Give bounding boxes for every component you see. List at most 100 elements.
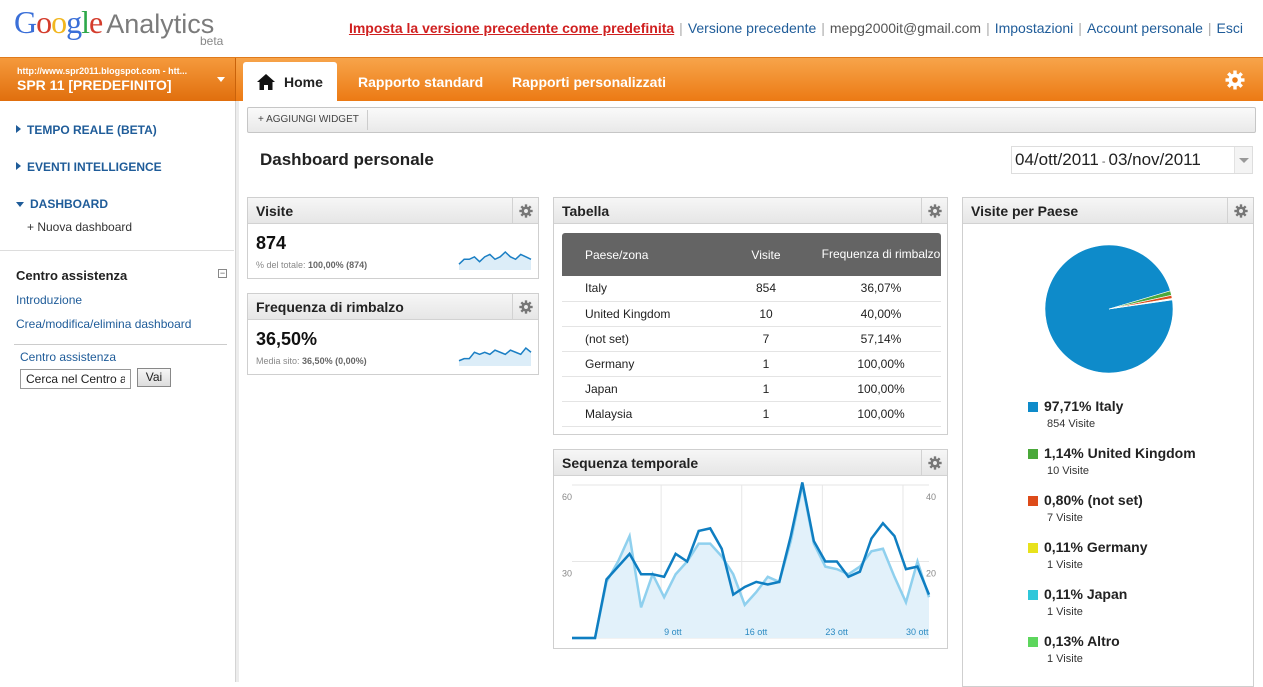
country-cell[interactable]: Malaysia	[562, 401, 711, 427]
country-cell[interactable]: Italy	[562, 276, 711, 302]
sidebar-item-dashboard[interactable]: DASHBOARD	[16, 197, 108, 211]
table-row[interactable]: Malaysia 1 100,00%	[562, 401, 941, 427]
country-pie-chart	[1044, 244, 1174, 374]
date-to: 03/nov/2011	[1108, 150, 1201, 169]
legend-swatch	[1028, 637, 1038, 647]
sidebar-item-label: TEMPO REALE (BETA)	[27, 123, 157, 137]
legend-label: 97,71% Italy	[1044, 398, 1124, 414]
table-header-row: Paese/zona Visite Frequenza di rimbalzo	[562, 233, 941, 276]
sign-out-link[interactable]: Esci	[1216, 20, 1243, 36]
visits-cell: 1	[711, 401, 821, 427]
tab-home[interactable]: Home	[243, 62, 337, 102]
set-old-version-default-link[interactable]: Imposta la versione precedente come pred…	[348, 20, 675, 36]
table-row[interactable]: United Kingdom 10 40,00%	[562, 301, 941, 327]
timeline-chart: 30 60 20 40 9 ott 16 ott 23 ott 30 ott	[554, 477, 947, 648]
sparkline-line	[458, 250, 532, 265]
sidebar-item-realtime[interactable]: TEMPO REALE (BETA)	[16, 123, 157, 137]
profile-selector[interactable]: http://www.spr2011.blogspot.com - htt...…	[0, 58, 236, 102]
table-row[interactable]: Japan 1 100,00%	[562, 376, 941, 402]
bounce-cell: 57,14%	[821, 326, 941, 352]
bounce-cell: 40,00%	[821, 301, 941, 327]
widget-title: Tabella	[562, 203, 610, 219]
legend-swatch	[1028, 590, 1038, 600]
tab-home-label: Home	[284, 74, 323, 90]
chevron-down-icon	[217, 77, 225, 82]
add-widget-button[interactable]: + AGGIUNGI WIDGET	[250, 110, 368, 130]
help-link-intro[interactable]: Introduzione	[16, 293, 83, 307]
widget-title: Visite per Paese	[971, 203, 1079, 219]
metric-sub-label: % del totale:	[256, 260, 306, 270]
legend-label: 1,14% United Kingdom	[1044, 445, 1196, 461]
widget-gear-icon[interactable]	[512, 198, 538, 224]
country-cell[interactable]: Germany	[562, 351, 711, 377]
profile-name: SPR 11 [PREDEFINITO]	[17, 77, 172, 93]
metric-sub-label: Media sito:	[256, 356, 300, 366]
sidebar-item-label: DASHBOARD	[30, 197, 108, 211]
collapse-icon[interactable]: −	[218, 268, 227, 278]
widget-gear-icon[interactable]	[1227, 198, 1253, 224]
column-header[interactable]: Paese/zona	[562, 233, 711, 276]
bounce-cell: 100,00%	[821, 351, 941, 377]
triangle-down-icon	[16, 202, 24, 207]
series-line-light	[572, 484, 931, 640]
widget-gear-icon[interactable]	[921, 450, 947, 476]
bounce-cell: 100,00%	[821, 401, 941, 427]
visits-cell: 854	[711, 276, 821, 302]
sidebar-item-label: EVENTI INTELLIGENCE	[27, 160, 162, 174]
series-line-dark	[572, 482, 931, 640]
legend-label: 0,11% Japan	[1044, 586, 1128, 602]
new-dashboard-link[interactable]: + Nuova dashboard	[27, 220, 133, 234]
widget-gear-icon[interactable]	[921, 198, 947, 224]
table-row[interactable]: (not set) 7 57,14%	[562, 326, 941, 352]
date-range-picker[interactable]: 04/ott/2011-03/nov/2011	[1011, 146, 1253, 174]
y-tick-label-right: 20	[926, 569, 936, 579]
country-table: Paese/zona Visite Frequenza di rimbalzo …	[562, 233, 941, 427]
column-header[interactable]: Frequenza di rimbalzo	[821, 233, 941, 276]
sidebar: TEMPO REALE (BETA) EVENTI INTELLIGENCE D…	[0, 101, 239, 682]
y-tick-label: 30	[562, 569, 572, 579]
widget-toolbar: + AGGIUNGI WIDGET	[247, 107, 1256, 133]
column-header[interactable]: Visite	[711, 233, 821, 276]
legend-sub: 854 Visite	[1047, 418, 1096, 430]
country-cell[interactable]: Japan	[562, 376, 711, 402]
legend-sub: 10 Visite	[1047, 465, 1089, 477]
legend-sub: 1 Visite	[1047, 653, 1083, 665]
bounce-widget: Frequenza di rimbalzo 36,50% Media sito:…	[247, 293, 539, 375]
help-search-input[interactable]	[20, 369, 131, 389]
tab-custom-reports[interactable]: Rapporti personalizzati	[512, 74, 667, 90]
widget-title: Visite	[256, 203, 294, 219]
visits-widget: Visite 874 % del totale: 100,00% (874)	[247, 197, 539, 279]
my-account-link[interactable]: Account personale	[1086, 20, 1203, 36]
country-cell[interactable]: United Kingdom	[562, 301, 711, 327]
table-row[interactable]: Germany 1 100,00%	[562, 351, 941, 377]
google-analytics-logo[interactable]: Google Analytics beta	[14, 4, 223, 48]
legend-sub: 1 Visite	[1047, 606, 1083, 618]
widget-title: Frequenza di rimbalzo	[256, 299, 404, 315]
table-row[interactable]: Italy 854 36,07%	[562, 276, 941, 302]
page-title: Dashboard personale	[260, 150, 434, 169]
help-link-edit-dashboard[interactable]: Crea/modifica/elimina dashboard	[16, 317, 192, 331]
settings-link[interactable]: Impostazioni	[994, 20, 1074, 36]
triangle-right-icon	[16, 162, 21, 170]
gear-icon[interactable]	[1225, 70, 1245, 90]
metric-subtext: Media sito: 36,50% (0,00%)	[256, 356, 367, 366]
sidebar-item-intelligence[interactable]: EVENTI INTELLIGENCE	[16, 160, 162, 174]
help-center-link[interactable]: Centro assistenza	[20, 350, 117, 364]
visits-cell: 10	[711, 301, 821, 327]
table-widget: Tabella Paese/zona Visite Frequenza di r…	[553, 197, 948, 435]
country-cell[interactable]: (not set)	[562, 326, 711, 352]
bounce-sparkline	[458, 346, 532, 366]
chevron-down-icon[interactable]	[1234, 147, 1252, 173]
logo-beta: beta	[200, 34, 224, 48]
metric-sub-value: 100,00% (874)	[308, 260, 368, 270]
widget-gear-icon[interactable]	[512, 294, 538, 320]
help-search-button[interactable]: Vai	[137, 368, 171, 387]
x-tick-label: 9 ott	[664, 627, 682, 637]
legend-sub: 7 Visite	[1047, 512, 1083, 524]
old-version-link[interactable]: Versione precedente	[687, 20, 817, 36]
metric-subtext: % del totale: 100,00% (874)	[256, 260, 367, 270]
sparkline-area	[459, 252, 531, 270]
tab-standard-reports[interactable]: Rapporto standard	[358, 74, 484, 90]
pie-slice[interactable]	[1108, 298, 1173, 310]
widget-header: Tabella	[554, 198, 947, 224]
